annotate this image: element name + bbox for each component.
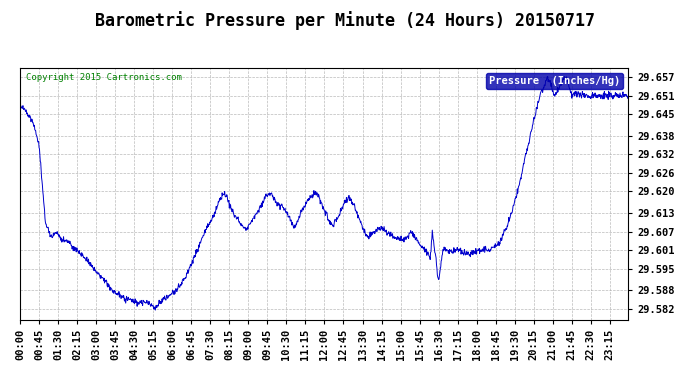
Legend: Pressure  (Inches/Hg): Pressure (Inches/Hg) xyxy=(486,73,623,89)
Text: Barometric Pressure per Minute (24 Hours) 20150717: Barometric Pressure per Minute (24 Hours… xyxy=(95,11,595,30)
Text: Copyright 2015 Cartronics.com: Copyright 2015 Cartronics.com xyxy=(26,73,182,82)
